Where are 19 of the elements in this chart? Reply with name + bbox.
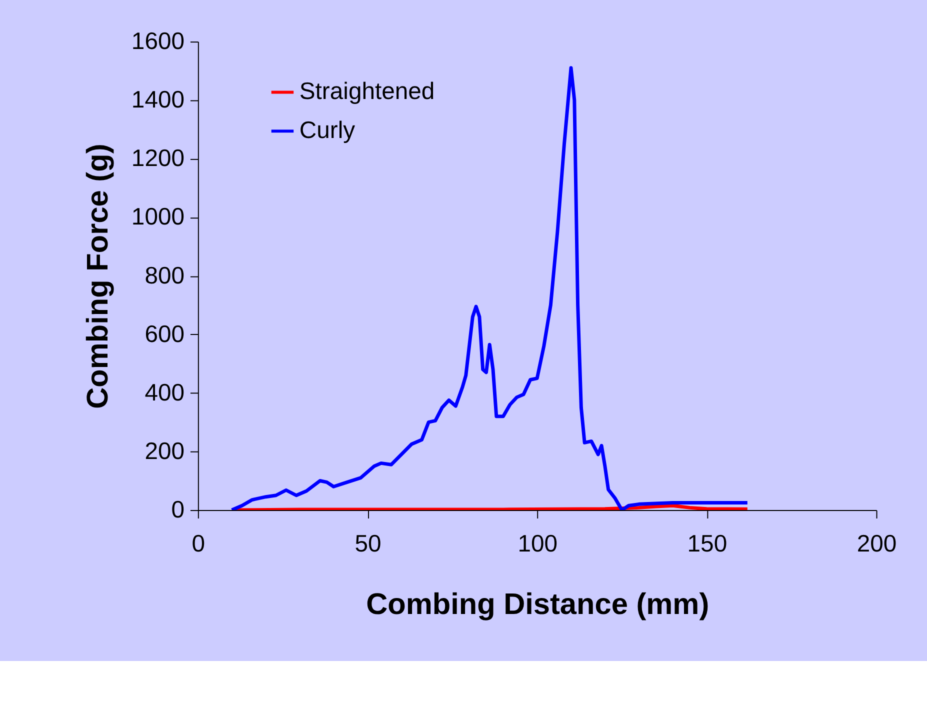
- y-tick-label: 600: [144, 320, 185, 348]
- y-tick-label: 0: [171, 496, 185, 524]
- x-axis-title: Combing Distance (mm): [366, 588, 710, 621]
- y-tick-label: 200: [144, 438, 185, 465]
- y-tick-label: 400: [144, 379, 185, 406]
- legend-label: Curly: [299, 117, 356, 144]
- x-tick-label: 200: [856, 530, 897, 558]
- x-tick-label: 0: [192, 530, 206, 558]
- legend-label: Straightened: [299, 78, 435, 106]
- y-tick-label: 1400: [131, 86, 185, 114]
- line-series: [230, 66, 750, 510]
- y-tick-label: 1200: [131, 145, 185, 172]
- x-tick-label: 50: [354, 530, 382, 558]
- y-tick-label: 800: [144, 262, 185, 290]
- y-tick-label: 1600: [131, 28, 185, 56]
- y-tick-label: 1000: [131, 204, 185, 231]
- x-tick-label: 150: [687, 530, 728, 558]
- x-tick-label: 100: [518, 530, 558, 558]
- y-axis-title: Combing Force (g): [82, 144, 115, 409]
